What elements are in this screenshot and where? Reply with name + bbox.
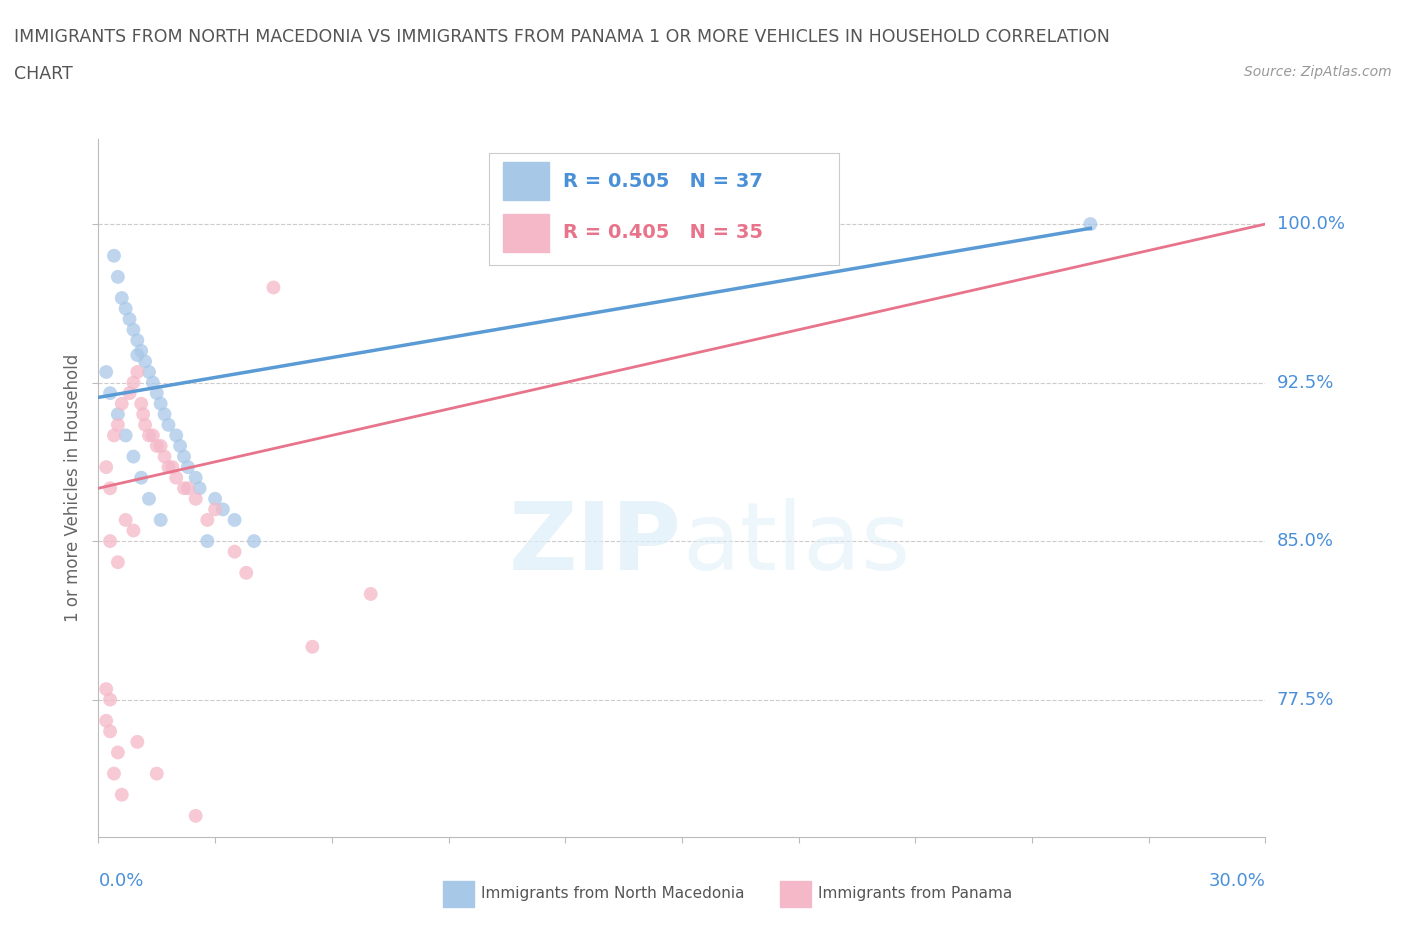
Point — [301, 639, 323, 654]
Point — [96, 459, 118, 474]
Point — [184, 471, 207, 485]
Point — [138, 491, 160, 506]
Point — [651, 217, 673, 232]
Point — [114, 512, 136, 527]
Text: 30.0%: 30.0% — [1209, 871, 1265, 890]
Point — [149, 512, 172, 527]
Point — [107, 270, 129, 285]
Text: IMMIGRANTS FROM NORTH MACEDONIA VS IMMIGRANTS FROM PANAMA 1 OR MORE VEHICLES IN : IMMIGRANTS FROM NORTH MACEDONIA VS IMMIG… — [14, 28, 1109, 46]
Point — [114, 301, 136, 316]
Point — [157, 459, 180, 474]
Point — [118, 386, 141, 401]
Point — [107, 745, 129, 760]
Point — [107, 418, 129, 432]
Point — [111, 290, 134, 305]
Point — [195, 512, 218, 527]
Point — [138, 428, 160, 443]
Text: Immigrants from North Macedonia: Immigrants from North Macedonia — [481, 886, 744, 901]
Point — [122, 323, 145, 338]
Point — [98, 724, 121, 738]
Point — [96, 365, 118, 379]
Point — [127, 348, 149, 363]
Point — [96, 713, 118, 728]
Point — [146, 386, 169, 401]
Point — [149, 396, 172, 411]
Point — [142, 375, 165, 390]
Point — [165, 471, 187, 485]
Y-axis label: 1 or more Vehicles in Household: 1 or more Vehicles in Household — [63, 354, 82, 622]
Point — [146, 439, 169, 454]
Point — [224, 544, 246, 559]
Point — [134, 354, 156, 369]
Text: 85.0%: 85.0% — [1277, 532, 1333, 550]
Text: 92.5%: 92.5% — [1277, 374, 1334, 392]
Point — [118, 312, 141, 326]
Text: 77.5%: 77.5% — [1277, 691, 1334, 709]
Point — [127, 365, 149, 379]
Point — [651, 217, 673, 232]
Point — [129, 471, 152, 485]
Point — [127, 735, 149, 750]
Point — [169, 439, 191, 454]
Point — [129, 343, 152, 358]
Point — [142, 428, 165, 443]
Point — [98, 534, 121, 549]
Point — [149, 439, 172, 454]
Point — [122, 523, 145, 538]
Point — [262, 280, 284, 295]
Point — [138, 365, 160, 379]
Text: atlas: atlas — [682, 498, 910, 590]
Point — [111, 396, 134, 411]
Point — [212, 502, 235, 517]
Point — [177, 481, 200, 496]
Point — [153, 406, 176, 421]
Point — [173, 481, 195, 496]
Point — [129, 396, 152, 411]
Point — [146, 766, 169, 781]
Point — [96, 682, 118, 697]
Text: 100.0%: 100.0% — [1277, 215, 1344, 233]
Point — [1080, 217, 1102, 232]
Point — [98, 481, 121, 496]
Point — [111, 788, 134, 803]
Point — [98, 692, 121, 707]
Point — [103, 766, 125, 781]
Point — [122, 449, 145, 464]
Text: 0.0%: 0.0% — [98, 871, 143, 890]
Text: ZIP: ZIP — [509, 498, 682, 590]
Point — [195, 534, 218, 549]
Point — [127, 333, 149, 348]
Text: Source: ZipAtlas.com: Source: ZipAtlas.com — [1244, 65, 1392, 79]
Point — [177, 459, 200, 474]
Point — [173, 449, 195, 464]
Point — [107, 406, 129, 421]
Text: CHART: CHART — [14, 65, 73, 83]
Point — [188, 481, 211, 496]
Point — [107, 555, 129, 570]
Point — [235, 565, 257, 580]
Text: Immigrants from Panama: Immigrants from Panama — [818, 886, 1012, 901]
Point — [184, 808, 207, 823]
Point — [360, 587, 382, 602]
Point — [114, 428, 136, 443]
Point — [162, 459, 184, 474]
Point — [224, 512, 246, 527]
Point — [103, 248, 125, 263]
Point — [184, 491, 207, 506]
Point — [157, 418, 180, 432]
Point — [98, 386, 121, 401]
Point — [134, 418, 156, 432]
Point — [153, 449, 176, 464]
Point — [243, 534, 266, 549]
Point — [103, 428, 125, 443]
Point — [204, 491, 226, 506]
Point — [132, 406, 155, 421]
Point — [204, 502, 226, 517]
Point — [122, 375, 145, 390]
Point — [165, 428, 187, 443]
